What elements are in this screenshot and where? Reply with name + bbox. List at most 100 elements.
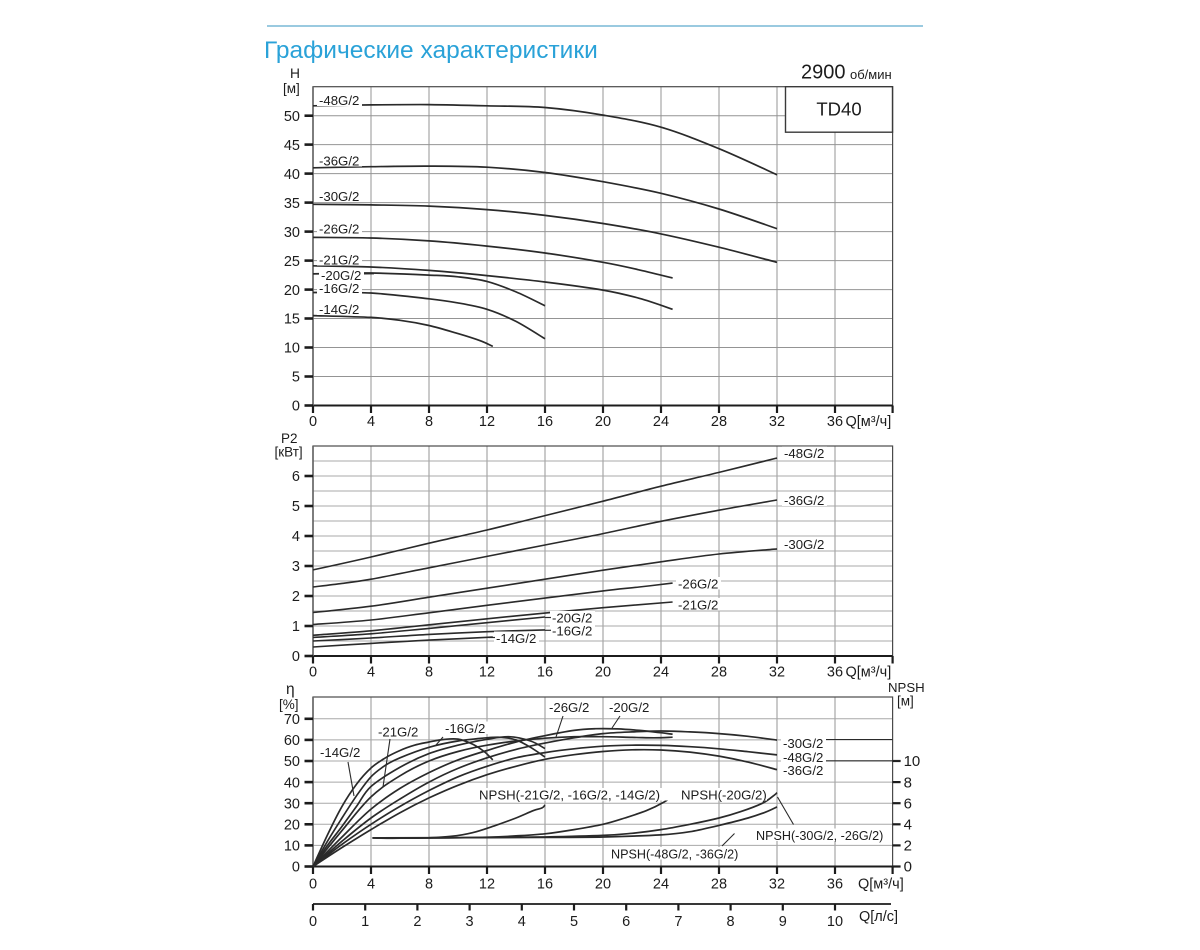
svg-text:24: 24 bbox=[653, 877, 669, 893]
svg-text:20: 20 bbox=[284, 283, 300, 299]
svg-text:12: 12 bbox=[479, 414, 495, 430]
svg-text:2: 2 bbox=[292, 589, 300, 605]
svg-text:0: 0 bbox=[309, 414, 317, 430]
svg-text:20: 20 bbox=[595, 665, 611, 681]
svg-text:0: 0 bbox=[292, 860, 300, 876]
svg-text:-20G/2: -20G/2 bbox=[552, 611, 592, 626]
svg-text:[м]: [м] bbox=[897, 694, 914, 709]
svg-text:5: 5 bbox=[292, 499, 300, 515]
svg-text:35: 35 bbox=[284, 196, 300, 212]
svg-text:30: 30 bbox=[284, 796, 300, 812]
svg-text:1: 1 bbox=[361, 914, 369, 930]
svg-text:2900: 2900 bbox=[801, 62, 846, 84]
svg-text:-36G/2: -36G/2 bbox=[783, 763, 823, 778]
svg-text:P2: P2 bbox=[281, 431, 298, 446]
svg-text:16: 16 bbox=[537, 877, 553, 893]
svg-text:8: 8 bbox=[904, 774, 912, 791]
svg-text:-48G/2: -48G/2 bbox=[784, 446, 824, 461]
svg-text:Q[л/с]: Q[л/с] bbox=[859, 909, 898, 925]
svg-text:H: H bbox=[290, 66, 300, 81]
svg-text:4: 4 bbox=[367, 877, 375, 893]
svg-text:об/мин: об/мин bbox=[850, 67, 892, 82]
svg-text:Графические характеристики: Графические характеристики bbox=[264, 37, 598, 64]
svg-text:0: 0 bbox=[904, 859, 912, 876]
svg-text:NPSH: NPSH bbox=[888, 680, 925, 695]
svg-text:5: 5 bbox=[292, 370, 300, 386]
svg-text:50: 50 bbox=[284, 754, 300, 770]
svg-text:32: 32 bbox=[769, 877, 785, 893]
svg-text:8: 8 bbox=[425, 877, 433, 893]
svg-text:10: 10 bbox=[284, 341, 300, 357]
svg-text:12: 12 bbox=[479, 665, 495, 681]
svg-text:60: 60 bbox=[284, 733, 300, 749]
svg-text:-26G/2: -26G/2 bbox=[319, 222, 359, 237]
svg-text:20: 20 bbox=[595, 877, 611, 893]
svg-text:-16G/2: -16G/2 bbox=[552, 624, 592, 639]
svg-text:4: 4 bbox=[367, 665, 375, 681]
svg-text:NPSH(-48G/2, -36G/2): NPSH(-48G/2, -36G/2) bbox=[611, 848, 738, 862]
svg-text:-21G/2: -21G/2 bbox=[678, 598, 718, 613]
svg-text:0: 0 bbox=[309, 665, 317, 681]
svg-text:3: 3 bbox=[292, 559, 300, 575]
svg-text:Q[м³/ч]: Q[м³/ч] bbox=[846, 665, 892, 681]
svg-text:70: 70 bbox=[284, 712, 300, 728]
svg-text:-16G/2: -16G/2 bbox=[445, 721, 485, 736]
svg-text:4: 4 bbox=[904, 817, 912, 834]
svg-text:10: 10 bbox=[827, 914, 843, 930]
svg-text:4: 4 bbox=[292, 529, 300, 545]
svg-text:28: 28 bbox=[711, 414, 727, 430]
svg-text:6: 6 bbox=[904, 795, 912, 812]
svg-text:20: 20 bbox=[595, 414, 611, 430]
svg-text:[%]: [%] bbox=[279, 697, 299, 712]
svg-text:36: 36 bbox=[827, 877, 843, 893]
svg-text:16: 16 bbox=[537, 665, 553, 681]
svg-text:36: 36 bbox=[827, 665, 843, 681]
svg-text:-26G/2: -26G/2 bbox=[549, 700, 589, 715]
svg-text:40: 40 bbox=[284, 167, 300, 183]
svg-text:32: 32 bbox=[769, 665, 785, 681]
svg-text:0: 0 bbox=[309, 914, 317, 930]
svg-text:0: 0 bbox=[309, 877, 317, 893]
svg-text:2: 2 bbox=[904, 838, 912, 855]
svg-text:28: 28 bbox=[711, 877, 727, 893]
svg-text:4: 4 bbox=[518, 914, 526, 930]
svg-text:-14G/2: -14G/2 bbox=[496, 631, 536, 646]
svg-text:0: 0 bbox=[292, 649, 300, 665]
svg-text:0: 0 bbox=[292, 399, 300, 415]
svg-text:-30G/2: -30G/2 bbox=[784, 537, 824, 552]
svg-text:Q[м³/ч]: Q[м³/ч] bbox=[846, 414, 892, 430]
svg-text:8: 8 bbox=[425, 414, 433, 430]
svg-text:NPSH(-21G/2, -16G/2, -14G/2): NPSH(-21G/2, -16G/2, -14G/2) bbox=[479, 788, 660, 803]
svg-text:4: 4 bbox=[367, 414, 375, 430]
svg-text:-36G/2: -36G/2 bbox=[784, 493, 824, 508]
svg-text:2: 2 bbox=[413, 914, 421, 930]
svg-text:NPSH(-20G/2): NPSH(-20G/2) bbox=[681, 788, 767, 803]
svg-text:8: 8 bbox=[425, 665, 433, 681]
svg-text:10: 10 bbox=[284, 839, 300, 855]
svg-text:5: 5 bbox=[570, 914, 578, 930]
svg-text:-21G/2: -21G/2 bbox=[378, 725, 418, 740]
svg-text:9: 9 bbox=[779, 914, 787, 930]
svg-text:-36G/2: -36G/2 bbox=[319, 154, 359, 169]
svg-text:7: 7 bbox=[674, 914, 682, 930]
svg-text:24: 24 bbox=[653, 665, 669, 681]
svg-text:-30G/2: -30G/2 bbox=[783, 736, 823, 751]
svg-text:NPSH(-30G/2, -26G/2): NPSH(-30G/2, -26G/2) bbox=[756, 829, 883, 843]
svg-text:45: 45 bbox=[284, 138, 300, 154]
svg-text:-16G/2: -16G/2 bbox=[319, 281, 359, 296]
svg-text:50: 50 bbox=[284, 109, 300, 125]
svg-text:30: 30 bbox=[284, 225, 300, 241]
svg-text:36: 36 bbox=[827, 414, 843, 430]
svg-text:1: 1 bbox=[292, 619, 300, 635]
svg-text:25: 25 bbox=[284, 254, 300, 270]
svg-text:-20G/2: -20G/2 bbox=[609, 700, 649, 715]
svg-text:8: 8 bbox=[727, 914, 735, 930]
svg-text:-14G/2: -14G/2 bbox=[319, 302, 359, 317]
svg-text:Q[м³/ч]: Q[м³/ч] bbox=[858, 877, 904, 893]
svg-text:15: 15 bbox=[284, 312, 300, 328]
svg-text:6: 6 bbox=[292, 469, 300, 485]
svg-text:η: η bbox=[286, 681, 295, 698]
svg-text:40: 40 bbox=[284, 775, 300, 791]
svg-text:TD40: TD40 bbox=[816, 99, 861, 120]
svg-text:-48G/2: -48G/2 bbox=[783, 750, 823, 765]
